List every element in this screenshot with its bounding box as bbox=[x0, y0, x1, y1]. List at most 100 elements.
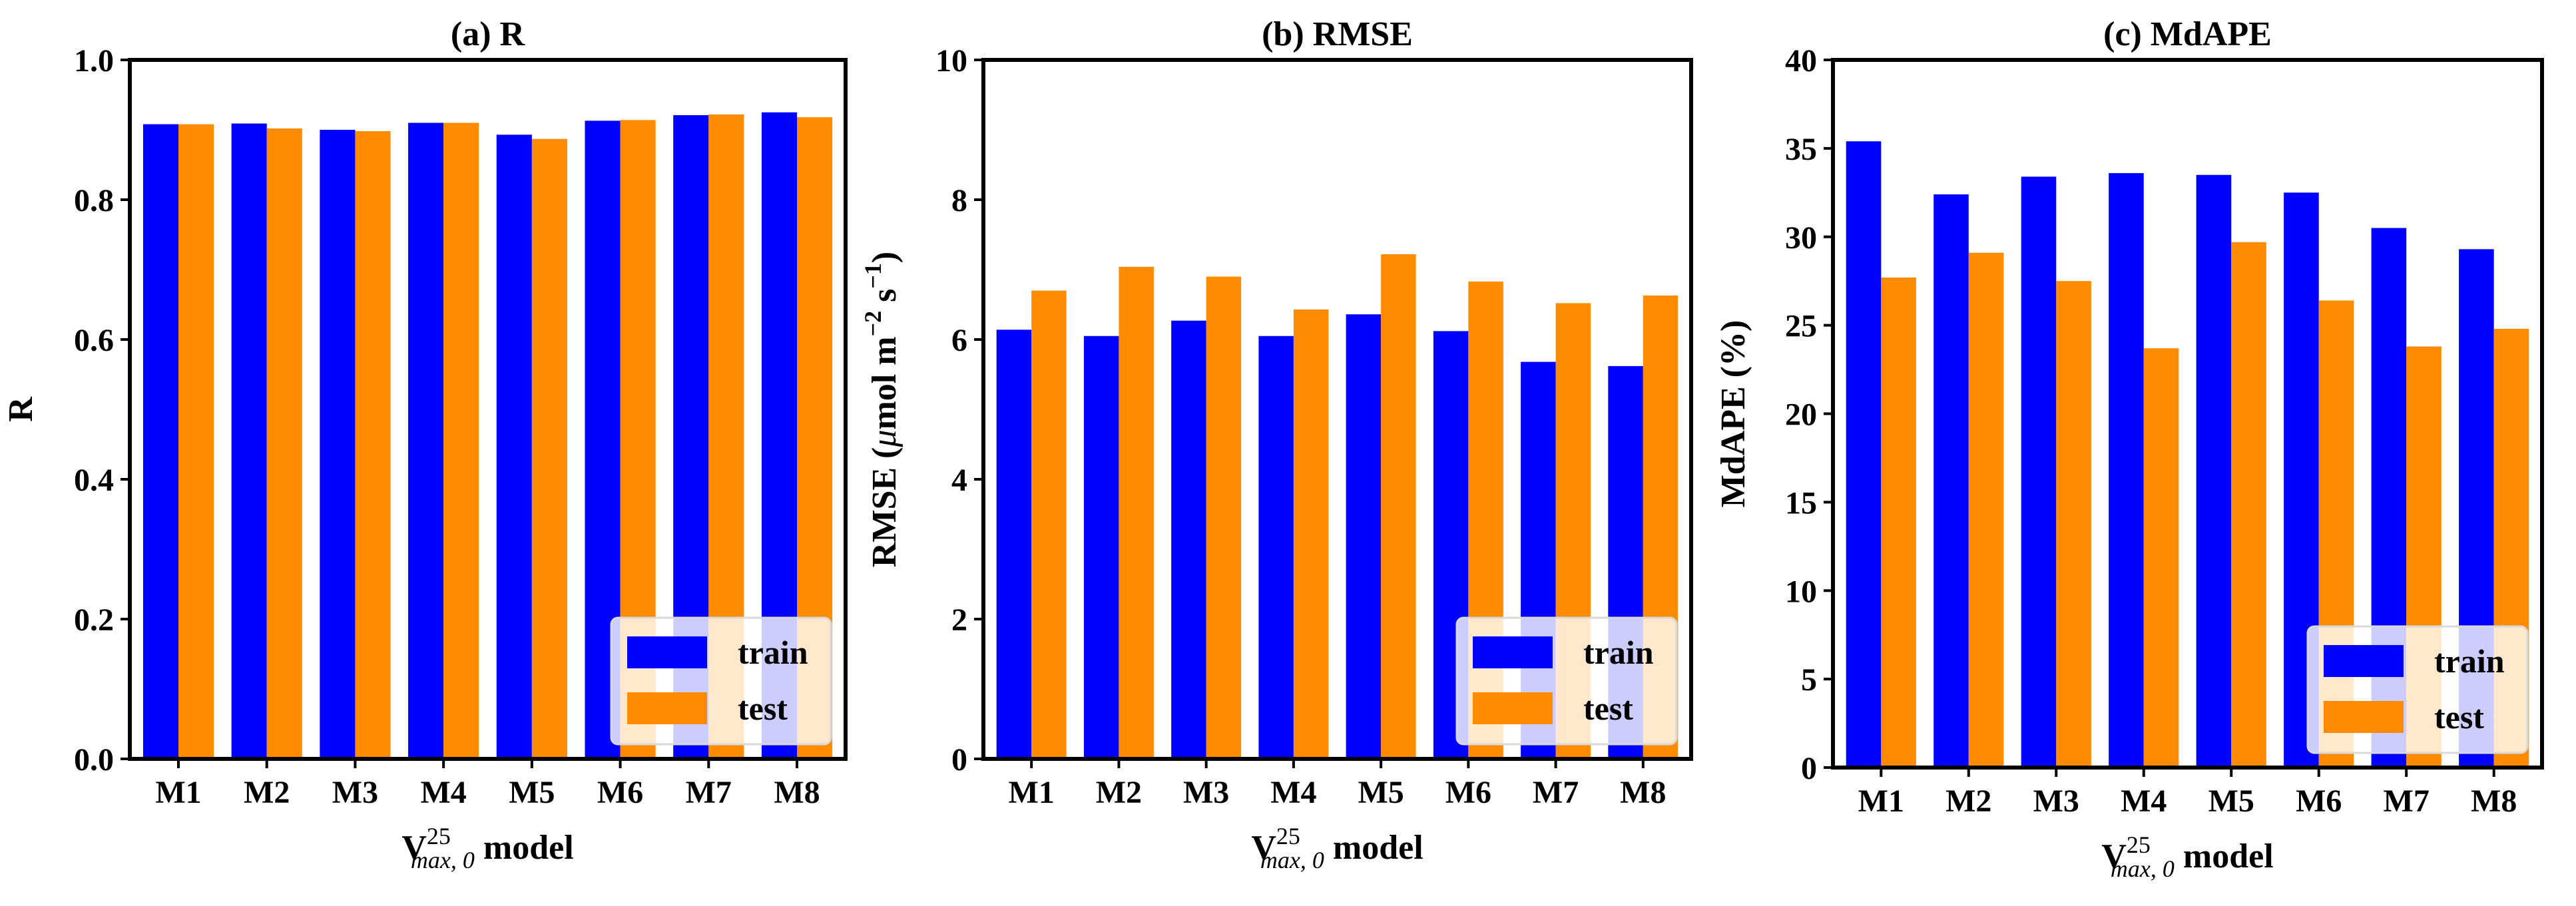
bar-test-m5 bbox=[531, 138, 567, 759]
y-tick-label: 0 bbox=[951, 742, 967, 778]
bar-test-m5 bbox=[1381, 254, 1416, 759]
x-tick-label: M2 bbox=[244, 775, 290, 810]
y-tick-label: 4 bbox=[951, 463, 967, 498]
legend-swatch-test bbox=[1473, 692, 1553, 724]
y-tick-label: 15 bbox=[1785, 485, 1817, 521]
legend: train test bbox=[2306, 625, 2529, 754]
bar-test-m3 bbox=[2056, 281, 2091, 768]
y-tick-label: 35 bbox=[1785, 132, 1817, 167]
bar-test-m5 bbox=[2231, 242, 2266, 768]
bar-train-m4 bbox=[2109, 173, 2144, 768]
bar-train-m5 bbox=[1346, 314, 1382, 759]
x-tick-label: M2 bbox=[1096, 775, 1142, 810]
legend: train test bbox=[1455, 616, 1678, 746]
y-tick-label: 2 bbox=[951, 602, 967, 638]
legend-label-train: train bbox=[2434, 642, 2505, 680]
bar-train-m4 bbox=[1258, 336, 1294, 759]
bar-test-m4 bbox=[443, 122, 479, 759]
x-tick-label: M6 bbox=[1445, 775, 1491, 810]
y-tick-label: 8 bbox=[951, 183, 967, 218]
legend-label-train: train bbox=[738, 634, 808, 671]
legend-label-train: train bbox=[1583, 634, 1654, 671]
legend-label-test: test bbox=[738, 690, 788, 727]
legend-label-test: test bbox=[2434, 698, 2484, 736]
x-tick-label: M4 bbox=[2121, 784, 2167, 819]
y-axis-label: R bbox=[2, 396, 40, 422]
bar-test-m1 bbox=[1031, 290, 1067, 759]
x-tick-label: M3 bbox=[332, 775, 378, 810]
x-tick-label: M5 bbox=[1358, 775, 1404, 810]
y-tick-label: 10 bbox=[935, 43, 967, 79]
x-tick-label: M6 bbox=[2296, 784, 2342, 819]
y-tick-label: 25 bbox=[1785, 309, 1817, 344]
y-tick-label: 6 bbox=[951, 323, 967, 358]
y-tick-label: 5 bbox=[1801, 662, 1817, 698]
x-tick-label: M8 bbox=[1620, 775, 1666, 810]
bar-test-m2 bbox=[1119, 266, 1154, 759]
bar-train-m1 bbox=[996, 330, 1032, 759]
bar-test-m1 bbox=[1881, 277, 1916, 768]
bar-train-m3 bbox=[1171, 320, 1206, 759]
y-axis-label: RMSE (μmol m−2 s−1) bbox=[860, 252, 903, 567]
bar-train-m3 bbox=[2021, 176, 2057, 768]
x-tick-label: M8 bbox=[774, 775, 820, 810]
legend-swatch-train bbox=[627, 636, 707, 668]
bar-train-m1 bbox=[1846, 141, 1882, 768]
chart-title: (c) MdAPE bbox=[2103, 15, 2272, 53]
bar-train-m2 bbox=[1933, 194, 1969, 768]
bar-train-m2 bbox=[1083, 336, 1119, 759]
x-tick-label: M1 bbox=[1009, 775, 1055, 810]
x-tick-label: M7 bbox=[686, 775, 732, 810]
x-tick-label: M1 bbox=[1858, 784, 1904, 819]
x-tick-label: M3 bbox=[1183, 775, 1229, 810]
x-axis-label: V25 max, 0 model bbox=[401, 823, 573, 873]
x-tick-label: M4 bbox=[420, 775, 466, 810]
bar-train-m2 bbox=[231, 123, 267, 760]
legend-swatch-test bbox=[2324, 701, 2404, 733]
y-tick-label: 0.6 bbox=[74, 323, 114, 358]
y-tick-label: 10 bbox=[1785, 574, 1817, 609]
x-tick-label: M7 bbox=[1533, 775, 1579, 810]
y-tick-label: 30 bbox=[1785, 220, 1817, 256]
y-tick-label: 0.4 bbox=[74, 463, 114, 498]
bar-test-m2 bbox=[266, 128, 302, 759]
y-tick-label: 40 bbox=[1785, 43, 1817, 79]
x-tick-label: M7 bbox=[2384, 784, 2430, 819]
y-tick-label: 0.2 bbox=[74, 602, 114, 638]
bar-test-m1 bbox=[178, 124, 214, 760]
chart-title: (b) RMSE bbox=[1262, 15, 1413, 53]
x-axis-label: V25 max, 0 model bbox=[2101, 831, 2273, 882]
legend-swatch-train bbox=[1473, 636, 1553, 668]
y-tick-label: 1.0 bbox=[74, 43, 114, 79]
chart-panel-1: 0.0 0.2 0.4 0.6 0.8 1.0 M1 M2 M3 M4 M5 M6 M7 M8 (a) R V… bbox=[2, 15, 848, 873]
bar-train-m4 bbox=[408, 122, 444, 759]
y-tick-label: 0 bbox=[1801, 751, 1817, 786]
y-tick-label: 0.0 bbox=[74, 742, 114, 778]
y-tick-label: 20 bbox=[1785, 397, 1817, 433]
chart-panel-2: 0 2 4 6 8 10 M1 M2 M3 M4 M5 M6 M7 M8 (b) RMSE V25 max, 0… bbox=[860, 15, 1693, 873]
bar-test-m3 bbox=[355, 131, 391, 760]
x-tick-label: M6 bbox=[597, 775, 643, 810]
chart-title: (a) R bbox=[451, 15, 526, 53]
x-tick-label: M3 bbox=[2033, 784, 2079, 819]
bar-train-m5 bbox=[2196, 174, 2232, 768]
y-tick-label: 0.8 bbox=[74, 183, 114, 218]
bar-test-m4 bbox=[2143, 348, 2179, 768]
bar-test-m3 bbox=[1206, 276, 1242, 759]
bar-test-m4 bbox=[1293, 309, 1329, 760]
x-tick-label: M1 bbox=[155, 775, 201, 810]
x-tick-label: M2 bbox=[1945, 784, 1991, 819]
x-tick-label: M8 bbox=[2471, 784, 2517, 819]
x-tick-label: M5 bbox=[509, 775, 555, 810]
chart-panel-3: 0 5 10 15 20 25 30 35 40 M1 M2 M3 M4 M5 M6 M7 M8 (c) MdAP… bbox=[1714, 15, 2544, 882]
bar-train-m1 bbox=[142, 124, 178, 760]
axes-frame bbox=[981, 58, 1693, 761]
bar-test-m2 bbox=[1968, 252, 2004, 768]
bar-train-m5 bbox=[496, 134, 532, 760]
legend: train test bbox=[610, 616, 832, 746]
bar-train-m3 bbox=[320, 130, 356, 759]
legend-swatch-test bbox=[627, 692, 707, 724]
legend-swatch-train bbox=[2324, 645, 2404, 677]
x-tick-label: M5 bbox=[2208, 784, 2254, 819]
